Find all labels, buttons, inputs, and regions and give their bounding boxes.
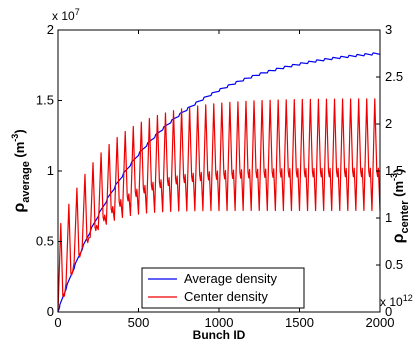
- x-tick-label: 500: [128, 315, 150, 330]
- y-right-tick-label: 2.5: [385, 69, 403, 84]
- plot-layer: [57, 52, 381, 313]
- x-axis-label: Bunch ID: [193, 328, 246, 342]
- legend-box: [141, 267, 305, 309]
- y-right-tick-label: 2: [385, 116, 392, 131]
- y-right-tick-label: 1: [385, 210, 392, 225]
- y-left-tick-label: 0.5: [36, 234, 54, 249]
- y-left-tick-label: 0: [47, 304, 54, 319]
- legend: Average density Center density: [141, 267, 305, 309]
- x-tick-label: 1500: [285, 315, 314, 330]
- y-right-tick-label: 0: [385, 304, 392, 319]
- x-tick-label: 1000: [205, 315, 234, 330]
- y-left-axis-label: ρaverage (m-3): [10, 129, 32, 212]
- x-tick-label: 2000: [366, 315, 395, 330]
- y-right-axis-label: ρcenter (m-3): [389, 169, 411, 244]
- y-left-tick-label: 1.5: [36, 93, 54, 108]
- y-right-tick-label: 3: [385, 22, 392, 37]
- y-right-multiplier: x 1012: [380, 293, 413, 309]
- legend-label-center: Center density: [184, 289, 268, 304]
- y-left-tick-label: 1: [47, 163, 54, 178]
- y-left-multiplier: x 107: [52, 7, 80, 23]
- y-left-tick-label: 2: [47, 22, 54, 37]
- y-right-tick-label: 1.5: [385, 163, 403, 178]
- y-right-tick-label: 0.5: [385, 257, 403, 272]
- series-line-average-density: [57, 52, 381, 313]
- x-tick-label: 0: [54, 315, 61, 330]
- legend-label-average: Average density: [184, 271, 277, 286]
- series-line-center-density: [57, 98, 381, 313]
